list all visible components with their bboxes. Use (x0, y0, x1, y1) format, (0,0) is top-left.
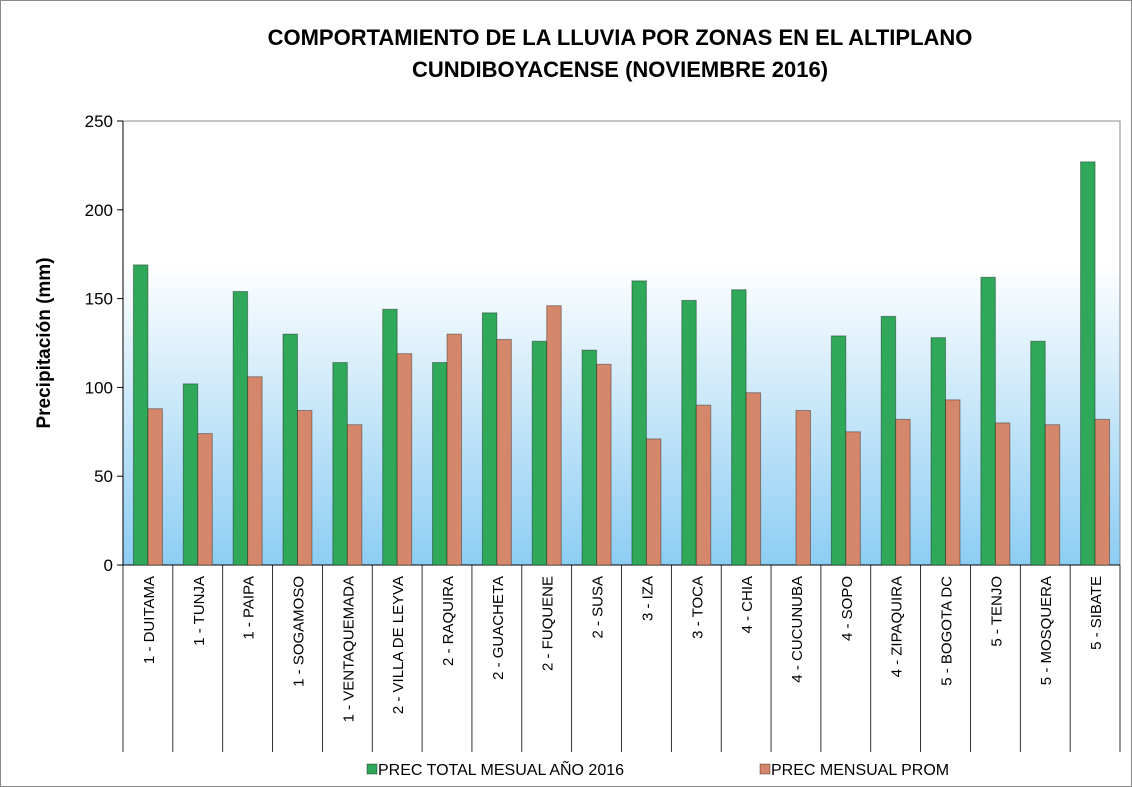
bar (481, 312, 498, 566)
legend-swatch (759, 763, 771, 775)
y-tick-label: 200 (85, 201, 113, 220)
bar (332, 362, 348, 566)
bar (731, 289, 747, 566)
x-tick-label: 2 - SUSA (590, 576, 607, 639)
legend-label: PREC MENSUAL PROM (771, 762, 949, 779)
x-tick-label: 1 - DUITAMA (141, 576, 158, 664)
x-tick-label: 4 - CUCUNUBA (789, 576, 806, 683)
y-tick-label: 150 (85, 290, 113, 309)
x-tick-label: 5 - MOSQUERA (1038, 576, 1055, 685)
bar (930, 337, 947, 566)
x-tick-label: 5 - TENJO (988, 576, 1005, 647)
bar (382, 308, 398, 566)
x-tick-label: 1 - PAIPA (241, 576, 258, 640)
bar (432, 362, 448, 566)
bar (645, 438, 662, 566)
y-axis-label: Precipitación (mm) (34, 257, 55, 428)
x-tick-label: 1 - SOGAMOSO (290, 576, 307, 687)
plot-area (122, 120, 1121, 566)
bar (845, 431, 861, 566)
bar (147, 408, 163, 566)
x-tick-label: 2 - GUACHETA (490, 576, 507, 680)
bar (496, 338, 512, 566)
bar (1044, 424, 1061, 566)
x-tick-label: 2 - RAQUIRA (440, 576, 457, 666)
bar (581, 349, 598, 566)
bar (596, 363, 612, 566)
x-tick-label: 2 - FUQUENE (540, 576, 557, 671)
y-tick-label: 0 (104, 556, 113, 575)
bar (631, 280, 647, 566)
bar (945, 399, 961, 566)
x-tick-label: 5 - BOGOTA DC (939, 576, 956, 686)
bar (396, 353, 413, 566)
bar (980, 276, 996, 566)
x-tick-label: 1 - VENTAQUEMADA (340, 576, 357, 722)
bar (546, 305, 562, 566)
bar (247, 376, 263, 566)
chart-title: CUNDIBOYACENSE (NOVIEMBRE 2016) (412, 57, 828, 82)
bar (232, 290, 249, 566)
bar (531, 340, 548, 566)
legend-swatch (366, 763, 378, 775)
bar (197, 433, 213, 566)
bar (1030, 340, 1046, 566)
chart-title: COMPORTAMIENTO DE LA LLUVIA POR ZONAS EN… (268, 25, 973, 50)
bar (745, 392, 762, 566)
y-tick-label: 100 (85, 378, 113, 397)
x-tick-label: 4 - ZIPAQUIRA (889, 576, 906, 677)
bar (182, 383, 199, 566)
bar (282, 333, 298, 566)
bar (795, 409, 811, 566)
legend-label: PREC TOTAL MESUAL AÑO 2016 (378, 759, 624, 779)
x-tick-label: 3 - IZA (639, 576, 656, 621)
y-tick-label: 250 (85, 112, 113, 131)
bar (296, 409, 313, 566)
bar (994, 422, 1011, 566)
bar (132, 264, 149, 566)
x-tick-label: 1 - TUNJA (191, 576, 208, 646)
bar (346, 424, 363, 566)
bar (1094, 418, 1111, 566)
bar (1080, 161, 1096, 566)
x-tick-label: 5 - SIBATE (1088, 576, 1105, 650)
x-tick-label: 3 - TOCA (689, 576, 706, 639)
bar (446, 333, 463, 566)
bar (830, 335, 847, 566)
bar (895, 418, 911, 566)
bar (681, 299, 697, 566)
bar (880, 315, 897, 566)
x-tick-label: 2 - VILLA DE LEYVA (390, 576, 407, 714)
y-tick-label: 50 (94, 467, 113, 486)
x-tick-label: 4 - CHIA (739, 576, 756, 634)
bar (695, 404, 712, 566)
x-tick-label: 4 - SOPO (839, 576, 856, 641)
